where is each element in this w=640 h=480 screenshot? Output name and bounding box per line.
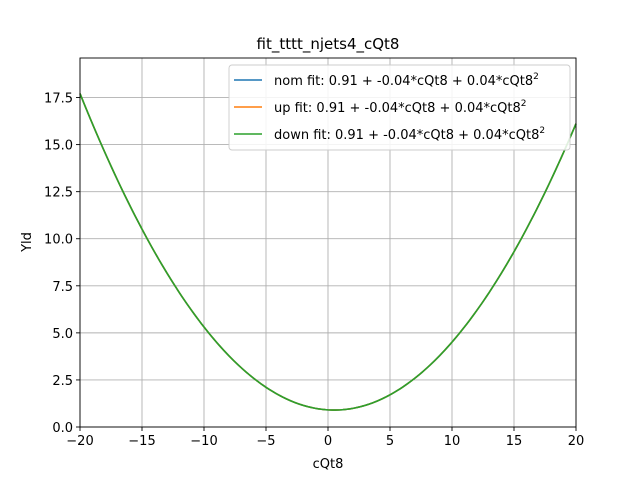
legend-superscript: 2 <box>533 72 539 82</box>
x-tick-label: 0 <box>324 434 332 449</box>
legend-entry-1: up fit: 0.91 + -0.04*cQt8 + 0.04*cQt82 <box>274 99 527 116</box>
x-tick-label: −10 <box>190 434 217 449</box>
x-tick-label: 15 <box>506 434 523 449</box>
axis-ticks: −20 −15 −10 −5 0 5 10 15 20 0.0 2.5 5.0 7.5 10.0 12.5 1… <box>44 92 584 449</box>
y-axis-label: Yld <box>20 232 35 253</box>
x-tick-label: 10 <box>444 434 461 449</box>
legend: nom fit: 0.91 + -0.04*cQt8 + 0.04*cQt82 u… <box>228 64 571 151</box>
series-lines <box>79 93 577 411</box>
x-tick-label: −20 <box>66 434 93 449</box>
y-tick-label: 15.0 <box>44 139 73 154</box>
legend-entry-0: nom fit: 0.91 + -0.04*cQt8 + 0.04*cQt82 <box>274 72 539 89</box>
y-tick-label: 7.5 <box>52 280 73 295</box>
x-tick-label: −5 <box>256 434 275 449</box>
x-tick-label: −15 <box>128 434 155 449</box>
legend-superscript: 2 <box>521 99 527 109</box>
y-tick-label: 10.0 <box>44 233 73 248</box>
x-tick-label: 5 <box>386 434 394 449</box>
y-tick-label: 0.0 <box>52 421 73 436</box>
x-axis-label: cQt8 <box>313 457 344 472</box>
y-tick-label: 2.5 <box>52 374 73 389</box>
y-tick-label: 5.0 <box>52 327 73 342</box>
y-tick-label: 12.5 <box>44 186 73 201</box>
legend-entry-2: down fit: 0.91 + -0.04*cQt8 + 0.04*cQt82 <box>274 126 545 143</box>
legend-superscript: 2 <box>539 126 545 136</box>
x-tick-label: 20 <box>568 434 585 449</box>
legend-box <box>228 64 571 151</box>
y-tick-label: 17.5 <box>44 92 73 107</box>
chart-title: fit_tttt_njets4_cQt8 <box>257 35 400 54</box>
series-line-2 <box>79 93 577 411</box>
